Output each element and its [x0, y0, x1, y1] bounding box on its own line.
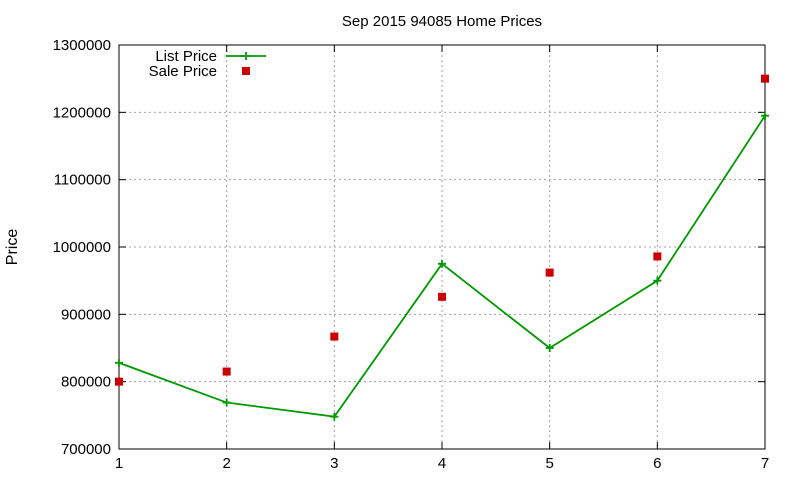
legend: List Price Sale Price — [149, 48, 266, 80]
x-tick-label: 3 — [330, 455, 338, 472]
data-point-sale-price — [115, 377, 123, 386]
x-axis-ticks: 1 2 3 4 5 6 7 — [115, 45, 769, 472]
data-point-list-price — [545, 344, 554, 352]
x-tick-label: 1 — [115, 455, 123, 472]
x-tick-label: 4 — [438, 455, 446, 472]
y-tick-label: 1300000 — [53, 37, 111, 54]
data-point-sale-price — [330, 332, 339, 341]
legend-marker-list-price — [242, 52, 250, 60]
legend-marker-sale-price — [242, 67, 250, 75]
x-tick-label: 2 — [222, 455, 230, 472]
y-axis-ticks: 700000 800000 900000 1000000 1100000 1200000 1… — [53, 37, 765, 458]
data-point-sale-price — [545, 268, 554, 277]
data-point-list-price — [653, 276, 662, 285]
y-tick-label: 900000 — [61, 306, 111, 323]
x-tick-label: 5 — [545, 455, 553, 472]
data-point-list-price — [330, 412, 339, 421]
data-point-list-price — [438, 259, 446, 268]
y-axis-label: Price — [4, 229, 21, 266]
data-point-sale-price — [222, 367, 231, 376]
y-tick-label: 700000 — [61, 441, 111, 458]
data-point-list-price — [761, 111, 769, 120]
grid-lines — [119, 45, 765, 449]
x-tick-label: 6 — [653, 455, 661, 472]
x-tick-label: 7 — [761, 455, 769, 472]
legend-label-list-price: List Price — [155, 48, 217, 65]
data-point-sale-price — [653, 252, 662, 261]
series-layer — [115, 74, 769, 421]
chart-title: Sep 2015 94085 Home Prices — [342, 13, 542, 30]
data-point-sale-price — [761, 74, 769, 83]
data-point-list-price — [222, 398, 231, 407]
y-tick-label: 1200000 — [53, 104, 111, 121]
data-point-list-price — [115, 358, 123, 367]
y-tick-label: 1000000 — [53, 239, 111, 256]
plot-frame — [118, 44, 766, 450]
y-tick-label: 1100000 — [54, 172, 111, 189]
y-tick-label: 800000 — [61, 374, 111, 391]
legend-label-sale-price: Sale Price — [149, 63, 217, 80]
data-point-sale-price — [438, 292, 446, 301]
